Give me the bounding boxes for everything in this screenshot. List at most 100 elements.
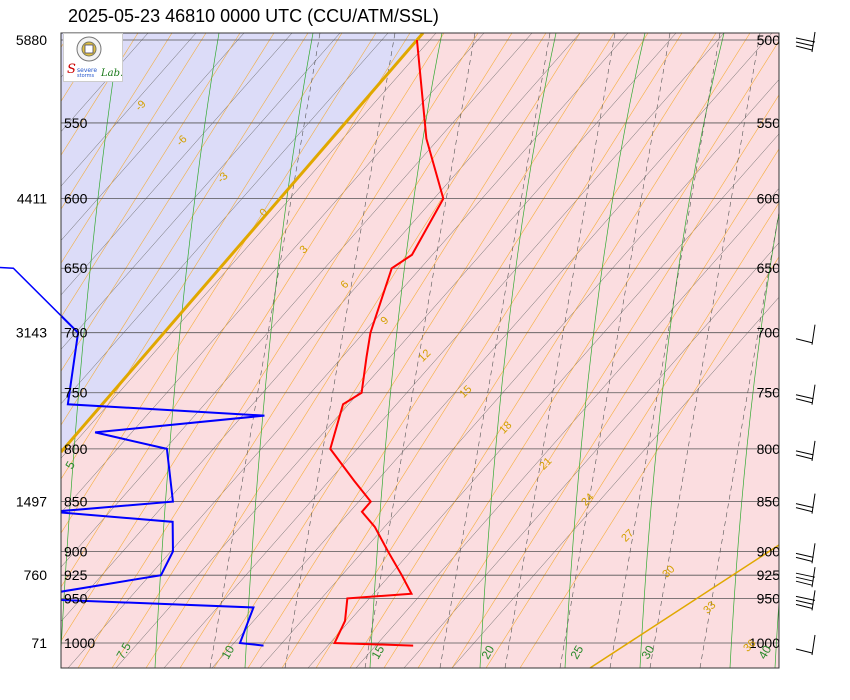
- dry-adiabat-line: [61, 33, 309, 426]
- dry-adiabat-line: [61, 33, 139, 156]
- pressure-label-right: 650: [757, 260, 781, 276]
- pressure-label-left: 850: [64, 494, 88, 510]
- isotherm-line: [451, 296, 779, 668]
- dry-adiabat-line: [179, 33, 581, 668]
- plot-frame: [60, 32, 780, 669]
- dry-adiabat-line: [451, 148, 779, 668]
- wind-barb: [795, 493, 816, 514]
- pressure-label-right: 900: [757, 543, 781, 559]
- isotherm-tick-label: 25: [567, 643, 586, 662]
- isotherm-line: [115, 33, 677, 668]
- pressure-label-left: 750: [64, 385, 88, 401]
- isotherm-highlight-line: [589, 544, 779, 668]
- dry-adiabat-line: [247, 33, 649, 668]
- zero-isotherm-line: [61, 33, 425, 453]
- moist-adiabat-line: [479, 33, 557, 668]
- isotherm-lines: [0, 33, 779, 668]
- lab-logo-icon: S severe storms Lab.: [63, 33, 123, 82]
- dry-adiabat-line: [315, 33, 717, 668]
- pressure-label-right: 1000: [749, 635, 780, 651]
- dewpoint-outside-trace: [0, 266, 79, 334]
- height-label: 3143: [16, 325, 47, 341]
- pressure-label-left: 600: [64, 191, 88, 207]
- dry-adiabat-line: [485, 202, 779, 668]
- dry-adiabat-line: [145, 33, 547, 668]
- pressure-label-left: 900: [64, 543, 88, 559]
- isotherm-line: [61, 33, 245, 241]
- dry-adiabat-line: [111, 33, 513, 668]
- moist-adiabat-line: [774, 596, 779, 668]
- isotherm-tick-label: 40: [755, 643, 774, 662]
- svg-text:severe: severe: [77, 67, 97, 74]
- isotherm-tick-label: 30: [638, 643, 657, 662]
- isotherm-line: [163, 33, 725, 668]
- isotherm-line: [0, 33, 4, 668]
- pressure-label-left: 1000: [64, 635, 95, 651]
- isotherm-line: [403, 242, 779, 668]
- wind-barb: [795, 590, 816, 611]
- pressure-label-left: 650: [64, 260, 88, 276]
- wind-barb: [795, 384, 816, 405]
- svg-text:storms: storms: [77, 73, 94, 79]
- wind-barbs: [795, 31, 816, 656]
- pressure-label-right: 600: [757, 191, 781, 207]
- height-label: 1497: [16, 494, 47, 510]
- isotherm-tick-label: 20: [478, 643, 497, 662]
- moist-adiabat-line: [154, 33, 220, 668]
- dry-adiabat-line: [349, 33, 751, 668]
- height-label: 760: [24, 567, 48, 583]
- moist-adiabat-line: [61, 33, 121, 657]
- moist-adiabat-line: [729, 211, 779, 668]
- isotherm-line: [61, 33, 197, 187]
- height-label: 5880: [16, 32, 47, 48]
- isotherm-line: [61, 33, 437, 459]
- dry-adiabat-line: [281, 33, 683, 668]
- dry-adiabat-line: [77, 33, 479, 668]
- dry-adiabat-line: [383, 40, 779, 668]
- pressure-label-left: 550: [64, 115, 88, 131]
- isotherm-line: [211, 33, 773, 668]
- isotherm-line: [259, 79, 779, 668]
- outside-plot-traces: [0, 266, 79, 334]
- wind-barb: [795, 543, 816, 564]
- dry-adiabat-line: [0, 33, 2, 668]
- zero-isotherm: [61, 33, 779, 668]
- pressure-label-right: 700: [757, 325, 781, 341]
- wind-barb: [795, 440, 816, 461]
- isotherm-line: [61, 33, 485, 514]
- pressure-label-right: 500: [757, 32, 781, 48]
- wind-barb: [795, 31, 816, 53]
- wind-barb: [795, 634, 816, 656]
- isotherm-line: [61, 33, 581, 622]
- dry-adiabat-line: [61, 33, 207, 264]
- isotherm-line: [355, 187, 779, 668]
- moist-adiabat-line: [369, 33, 443, 668]
- pressure-label-right: 850: [757, 494, 781, 510]
- pressure-label-left: 800: [64, 441, 88, 457]
- height-label: 4411: [17, 191, 47, 207]
- isobar-lines: [61, 39, 779, 644]
- temperature-profile-line: [329, 39, 445, 647]
- wind-barb: [795, 324, 816, 345]
- pressure-label-left: 925: [64, 567, 88, 583]
- isotherm-line: [61, 33, 341, 350]
- pressure-label-left: 950: [64, 590, 88, 606]
- dry-adiabat-line: [61, 33, 445, 642]
- isotherm-line: [61, 33, 293, 296]
- pressure-label-right: 950: [757, 590, 781, 606]
- pressure-label-right: 550: [757, 115, 781, 131]
- moist-adiabat-line: [564, 33, 646, 668]
- svg-text:S: S: [67, 62, 76, 77]
- dry-adiabat-line: [61, 33, 377, 534]
- dry-adiabat-line: [519, 256, 779, 668]
- dry-adiabat-line: [61, 33, 275, 372]
- chart-title: 2025-05-23 46810 0000 UTC (CCU/ATM/SSL): [68, 6, 439, 26]
- pressure-label-right: 750: [757, 385, 781, 401]
- dry-adiabat-lines: [0, 33, 779, 668]
- dewpoint-profile-line: [61, 314, 265, 647]
- isotherm-line: [307, 133, 779, 668]
- pressure-label-right: 925: [757, 567, 781, 583]
- dry-adiabat-line: [417, 94, 779, 668]
- height-label: 71: [31, 635, 47, 651]
